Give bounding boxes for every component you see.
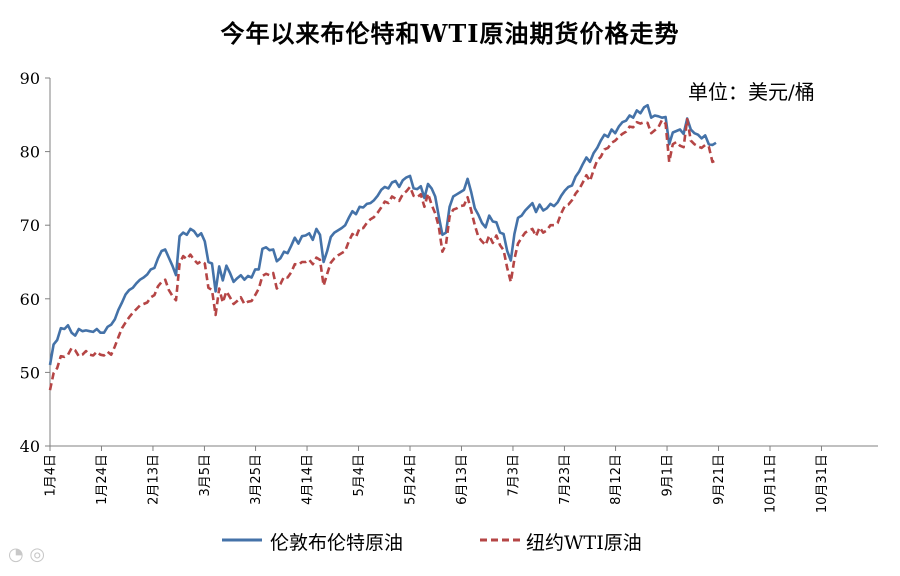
- legend-item-brent: 伦敦布伦特原油: [270, 532, 404, 554]
- x-tick-label: 3月5日: [198, 454, 213, 497]
- x-tick-label: 8月12日: [609, 454, 624, 505]
- x-tick-label: 3月25日: [249, 454, 264, 505]
- x-tick-label: 10月11日: [764, 454, 779, 513]
- legend-item-wti: 纽约WTI原油: [526, 532, 642, 554]
- x-tick-label: 2月13日: [147, 454, 162, 505]
- x-tick-label: 7月23日: [558, 454, 573, 505]
- x-tick-label: 1月24日: [95, 454, 110, 505]
- x-tick-label: 6月13日: [455, 454, 470, 505]
- series-line-wti: [48, 117, 717, 391]
- x-tick-label: 1月4日: [44, 454, 59, 497]
- y-tick-label: 50: [20, 363, 40, 382]
- series-line-brent: [48, 103, 717, 366]
- x-tick-label: 10月31日: [815, 454, 830, 513]
- y-tick-label: 40: [20, 437, 40, 456]
- x-tick-label: 7月3日: [507, 454, 522, 497]
- x-tick-label: 4月14日: [301, 454, 316, 505]
- watermark-logo: ◔ ◎: [8, 544, 46, 565]
- y-tick-label: 70: [20, 216, 40, 235]
- x-tick-label: 9月1日: [661, 454, 676, 497]
- y-tick-label: 80: [20, 143, 40, 162]
- x-tick-label: 5月4日: [352, 454, 367, 497]
- x-tick-label: 9月21日: [712, 454, 727, 505]
- x-tick-label: 5月24日: [404, 454, 419, 505]
- y-tick-label: 90: [20, 69, 40, 88]
- y-tick-label: 60: [20, 290, 40, 309]
- chart-title: 今年以来布伦特和WTI原油期货价格走势: [220, 19, 680, 48]
- unit-label: 单位：美元/桶: [688, 80, 815, 104]
